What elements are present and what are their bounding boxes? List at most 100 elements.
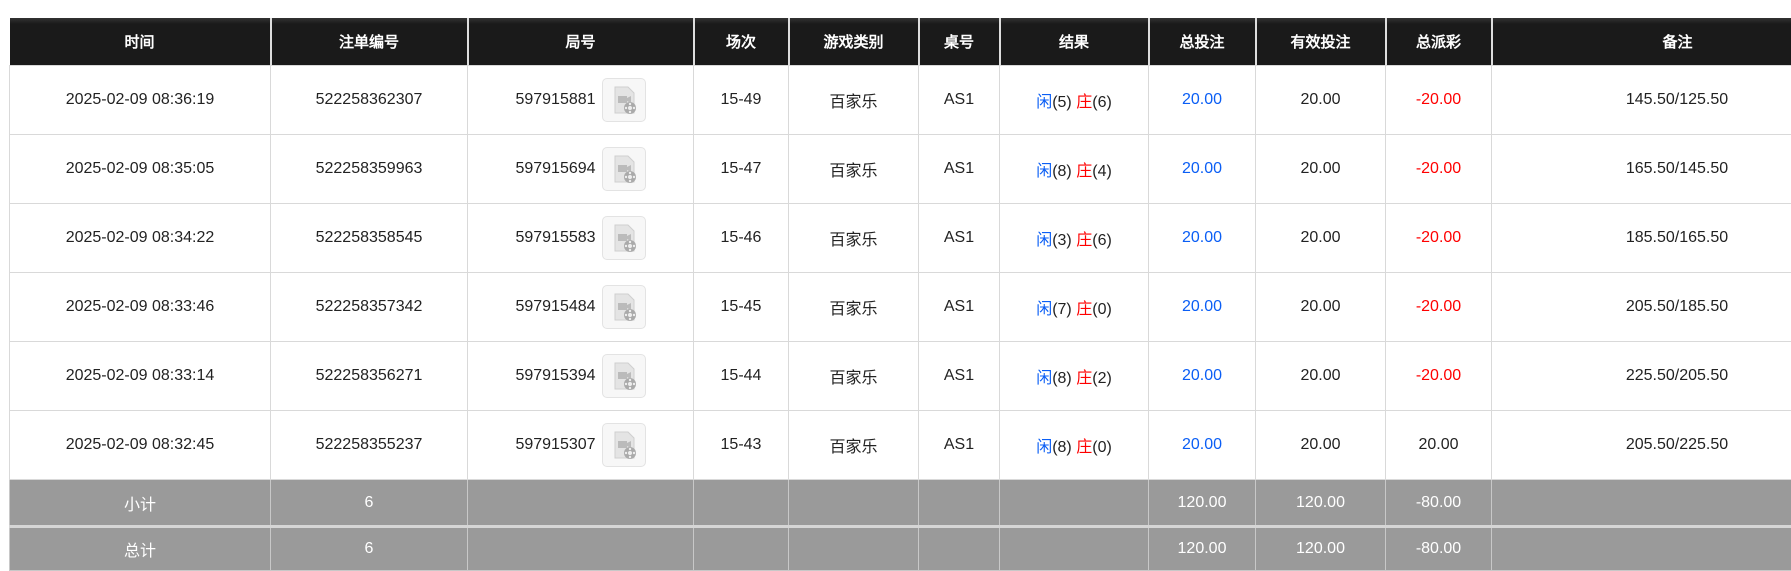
- total-bet: 20.00: [1149, 204, 1256, 273]
- column-header: 有效投注: [1256, 18, 1386, 66]
- bet-time: 2025-02-09 08:33:46: [10, 273, 271, 342]
- banker-score: (0): [1092, 439, 1112, 456]
- result: 闲(7) 庄(0): [1000, 273, 1149, 342]
- round-number: 597915307: [515, 436, 595, 453]
- video-replay-icon[interactable]: [602, 216, 646, 260]
- column-header: 桌号: [919, 18, 1000, 66]
- column-header: 场次: [694, 18, 789, 66]
- video-replay-icon[interactable]: [602, 78, 646, 122]
- session: 15-46: [694, 204, 789, 273]
- session: 15-45: [694, 273, 789, 342]
- result: 闲(3) 庄(6): [1000, 204, 1149, 273]
- bet-time: 2025-02-09 08:33:14: [10, 342, 271, 411]
- bet-id: 522258355237: [271, 411, 468, 480]
- table-number: AS1: [919, 342, 1000, 411]
- player-label: 闲: [1036, 94, 1052, 111]
- column-header: 备注: [1492, 18, 1791, 66]
- round-cell: 597915583: [468, 204, 694, 273]
- banker-label: 庄: [1076, 301, 1092, 318]
- valid-bet: 20.00: [1256, 273, 1386, 342]
- round-number: 597915394: [515, 367, 595, 384]
- column-header: 总派彩: [1386, 18, 1492, 66]
- subtotal-label: 小计: [10, 480, 271, 527]
- note: 185.50/165.50: [1492, 204, 1791, 273]
- video-replay-icon[interactable]: [602, 285, 646, 329]
- table-number: AS1: [919, 273, 1000, 342]
- player-label: 闲: [1036, 301, 1052, 318]
- banker-score: (0): [1092, 301, 1112, 318]
- bet-id: 522258358545: [271, 204, 468, 273]
- banker-label: 庄: [1076, 163, 1092, 180]
- game-type: 百家乐: [789, 411, 919, 480]
- round-number: 597915484: [515, 298, 595, 315]
- player-score: (5): [1052, 94, 1072, 111]
- table-number: AS1: [919, 204, 1000, 273]
- banker-score: (6): [1092, 232, 1112, 249]
- subtotal-count: 6: [271, 480, 468, 527]
- valid-bet: 20.00: [1256, 204, 1386, 273]
- game-type: 百家乐: [789, 342, 919, 411]
- result: 闲(8) 庄(4): [1000, 135, 1149, 204]
- player-score: (8): [1052, 439, 1072, 456]
- session: 15-49: [694, 66, 789, 135]
- total-payout: -80.00: [1386, 527, 1492, 571]
- note: 205.50/185.50: [1492, 273, 1791, 342]
- column-header: 局号: [468, 18, 694, 66]
- round-cell: 597915307: [468, 411, 694, 480]
- total-bet: 20.00: [1149, 411, 1256, 480]
- bet-id: 522258359963: [271, 135, 468, 204]
- player-score: (3): [1052, 232, 1072, 249]
- valid-bet: 20.00: [1256, 411, 1386, 480]
- table-header: 时间注单编号局号场次游戏类别桌号结果总投注有效投注总派彩备注: [10, 18, 1791, 66]
- video-replay-icon[interactable]: [602, 423, 646, 467]
- column-header: 时间: [10, 18, 271, 66]
- game-type: 百家乐: [789, 135, 919, 204]
- table-row: 2025-02-09 08:36:19 522258362307 5979158…: [10, 66, 1791, 135]
- table-number: AS1: [919, 411, 1000, 480]
- table-row: 2025-02-09 08:35:05 522258359963 5979156…: [10, 135, 1791, 204]
- subtotal-payout: -80.00: [1386, 480, 1492, 527]
- column-header: 总投注: [1149, 18, 1256, 66]
- banker-score: (4): [1092, 163, 1112, 180]
- result: 闲(8) 庄(0): [1000, 411, 1149, 480]
- total-row: 总计 6 120.00 120.00 -80.00: [10, 527, 1791, 571]
- subtotal-total-bet: 120.00: [1149, 480, 1256, 527]
- session: 15-44: [694, 342, 789, 411]
- round-cell: 597915694: [468, 135, 694, 204]
- round-number: 597915694: [515, 160, 595, 177]
- table-number: AS1: [919, 135, 1000, 204]
- total-bet: 20.00: [1149, 66, 1256, 135]
- session: 15-47: [694, 135, 789, 204]
- banker-label: 庄: [1076, 439, 1092, 456]
- game-type: 百家乐: [789, 66, 919, 135]
- player-label: 闲: [1036, 163, 1052, 180]
- video-replay-icon[interactable]: [602, 354, 646, 398]
- valid-bet: 20.00: [1256, 342, 1386, 411]
- total-bet: 20.00: [1149, 135, 1256, 204]
- result: 闲(8) 庄(2): [1000, 342, 1149, 411]
- player-score: (8): [1052, 163, 1072, 180]
- table-row: 2025-02-09 08:33:14 522258356271 5979153…: [10, 342, 1791, 411]
- session: 15-43: [694, 411, 789, 480]
- round-cell: 597915881: [468, 66, 694, 135]
- payout: -20.00: [1386, 66, 1492, 135]
- banker-label: 庄: [1076, 232, 1092, 249]
- total-bet: 20.00: [1149, 273, 1256, 342]
- player-label: 闲: [1036, 439, 1052, 456]
- total-bet: 20.00: [1149, 342, 1256, 411]
- game-type: 百家乐: [789, 204, 919, 273]
- round-cell: 597915484: [468, 273, 694, 342]
- bet-time: 2025-02-09 08:34:22: [10, 204, 271, 273]
- bet-records-table: 时间注单编号局号场次游戏类别桌号结果总投注有效投注总派彩备注 2025-02-0…: [9, 18, 1791, 571]
- bet-time: 2025-02-09 08:35:05: [10, 135, 271, 204]
- total-valid-bet: 120.00: [1256, 527, 1386, 571]
- table-row: 2025-02-09 08:34:22 522258358545 5979155…: [10, 204, 1791, 273]
- result: 闲(5) 庄(6): [1000, 66, 1149, 135]
- video-replay-icon[interactable]: [602, 147, 646, 191]
- bet-id: 522258357342: [271, 273, 468, 342]
- column-header: 注单编号: [271, 18, 468, 66]
- banker-score: (6): [1092, 94, 1112, 111]
- subtotal-row: 小计 6 120.00 120.00 -80.00: [10, 480, 1791, 527]
- player-label: 闲: [1036, 370, 1052, 387]
- game-type: 百家乐: [789, 273, 919, 342]
